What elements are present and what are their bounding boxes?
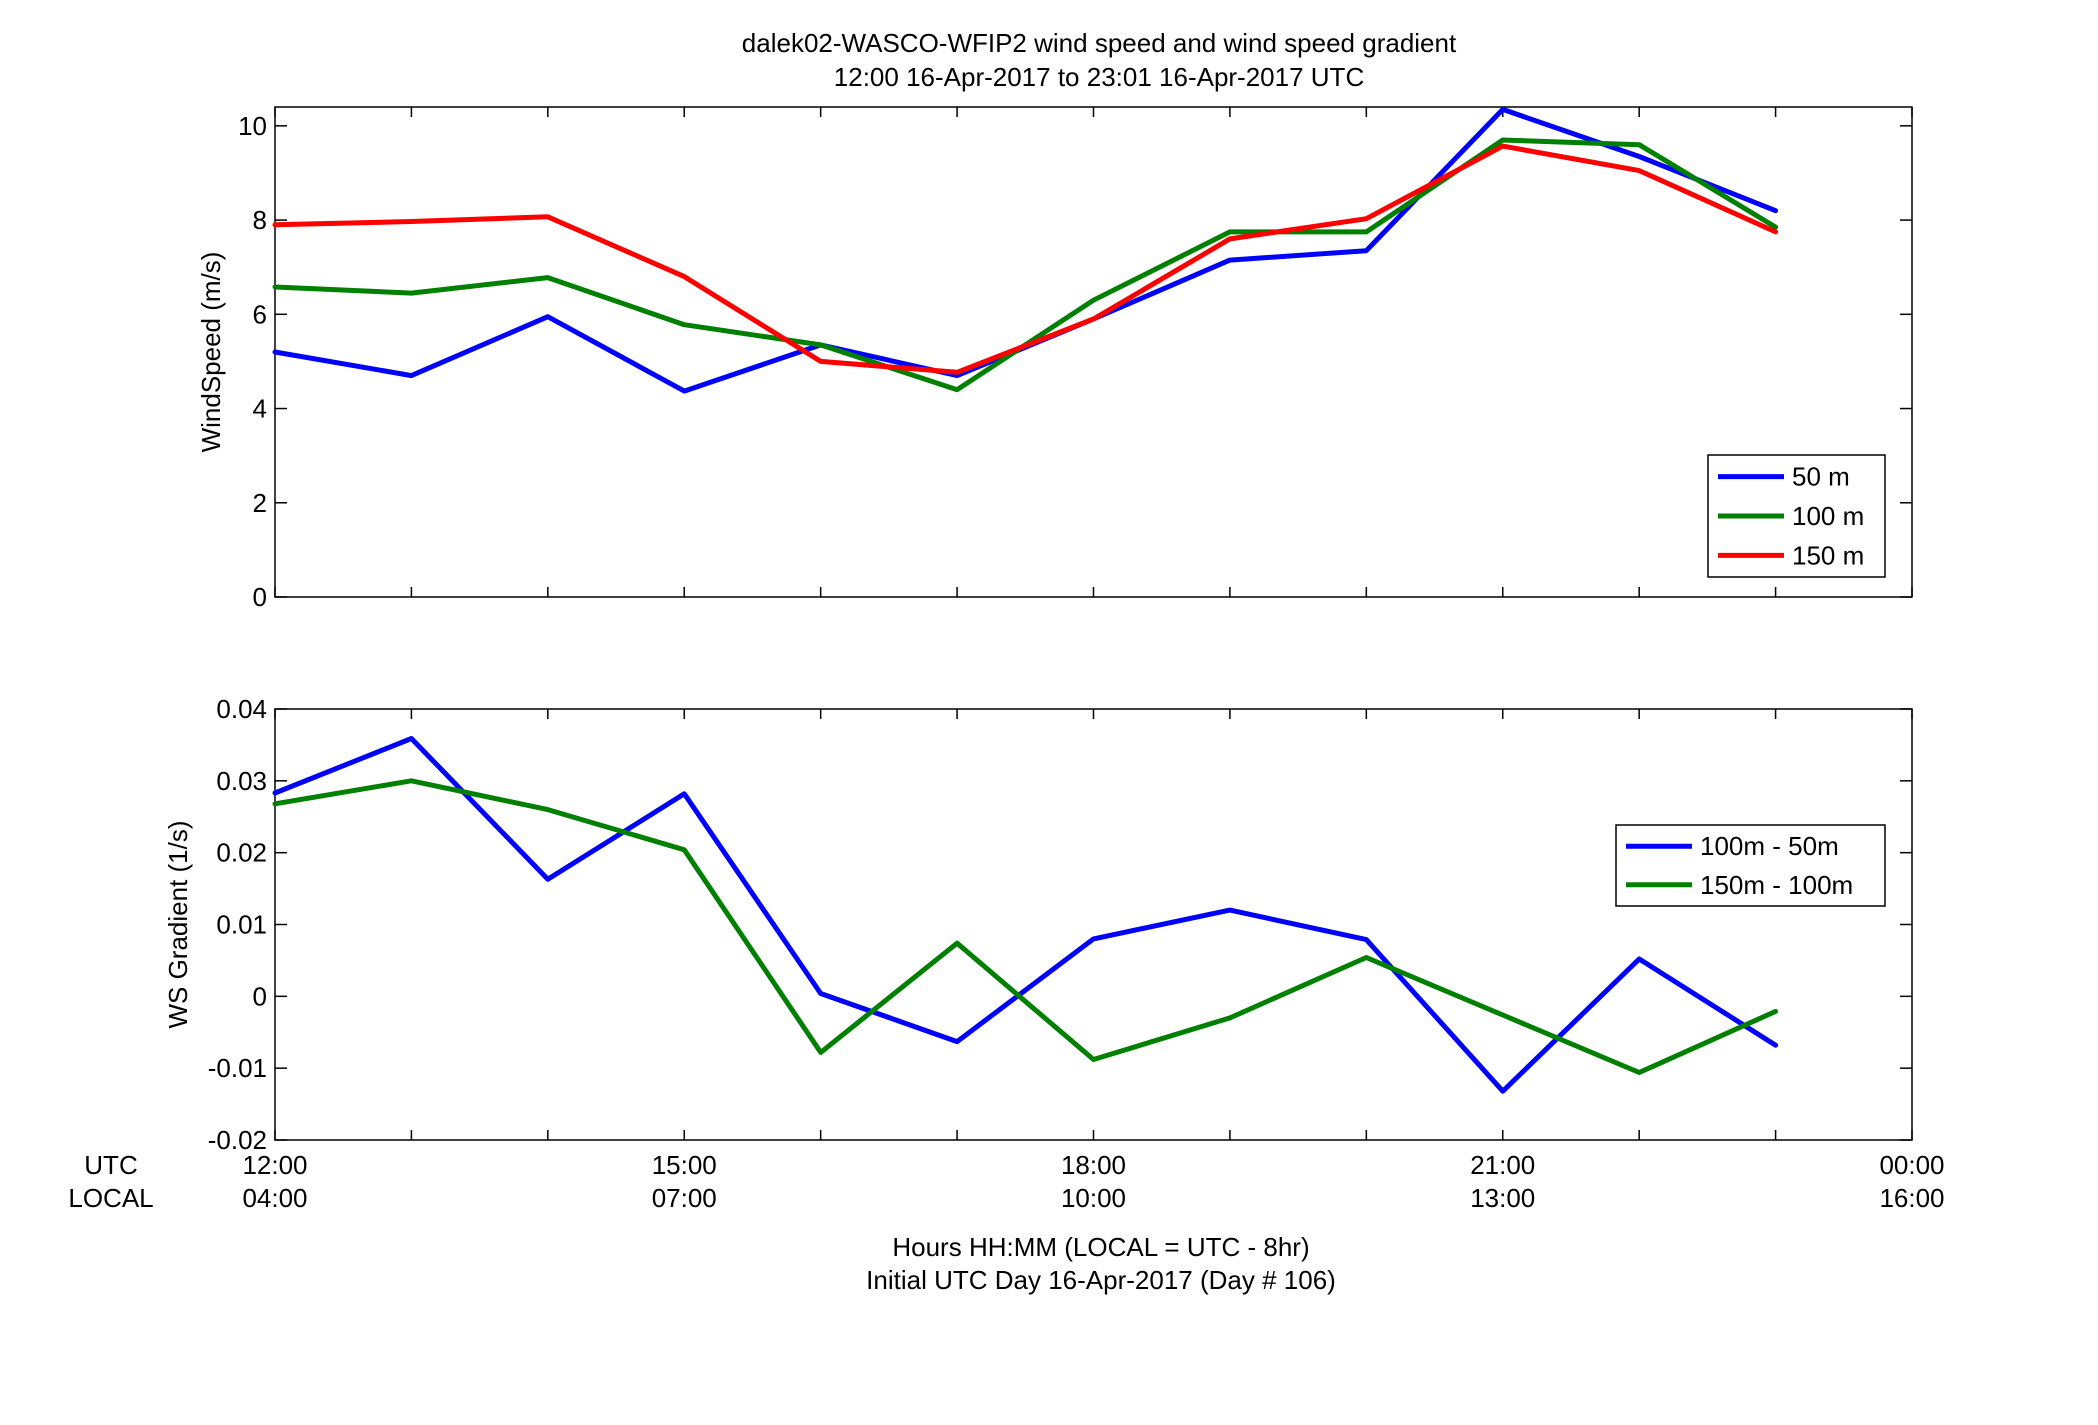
x-tick-label-local: 04:00	[242, 1183, 307, 1213]
y-axis-label: WindSpeed (m/s)	[196, 252, 226, 453]
series-line	[272, 736, 1779, 1094]
x-tick-label-utc: 12:00	[242, 1150, 307, 1180]
legend-entry: 100 m	[1792, 501, 1864, 531]
y-tick-label: 10	[238, 111, 267, 141]
legend-entry: 150m - 100m	[1700, 870, 1853, 900]
x-tick-label-local: 13:00	[1470, 1183, 1535, 1213]
y-tick-label: 0	[253, 981, 267, 1011]
series-line	[272, 778, 1779, 1075]
y-axis-label: WS Gradient (1/s)	[163, 820, 193, 1028]
y-tick-label: 0.01	[216, 910, 267, 940]
x-tick-label-local: 10:00	[1061, 1183, 1126, 1213]
y-tick-label: -0.02	[208, 1125, 267, 1155]
x-tick-label-utc: 21:00	[1470, 1150, 1535, 1180]
x-tick-label-utc: 00:00	[1879, 1150, 1944, 1180]
y-tick-label: 0.03	[216, 766, 267, 796]
plot-axes-box	[274, 708, 1913, 1141]
series-line	[272, 143, 1779, 375]
y-tick-label: 0.04	[216, 694, 267, 724]
x-tick-label-utc: 15:00	[652, 1150, 717, 1180]
row-label-utc: UTC	[84, 1150, 137, 1180]
y-tick-label: 0	[253, 582, 267, 612]
figure-title-line1: dalek02-WASCO-WFIP2 wind speed and wind …	[742, 28, 1457, 58]
y-tick-label: 8	[253, 205, 267, 235]
figure-title-line2: 12:00 16-Apr-2017 to 23:01 16-Apr-2017 U…	[834, 62, 1364, 92]
y-tick-label: 0.02	[216, 838, 267, 868]
legend: 50 m 100 m 150 m	[1707, 454, 1886, 578]
x-tick-label-local: 16:00	[1879, 1183, 1944, 1213]
y-tick-label: -0.01	[208, 1053, 267, 1083]
y-tick-label: 6	[253, 299, 267, 329]
x-tick-label-utc: 18:00	[1061, 1150, 1126, 1180]
plot-axes-box	[274, 106, 1913, 598]
y-tick-label: 4	[253, 394, 267, 424]
legend-entry: 150 m	[1792, 540, 1864, 570]
y-tick-label: 2	[253, 488, 267, 518]
legend-entry: 100m - 50m	[1700, 831, 1839, 861]
gradient-plot: -0.02 -0.01 0 0.01 0.02 0.03 0.04 WS Gradient (…	[163, 694, 1913, 1155]
windspeed-plot: 0 2 4 6 8 10 WindSpeed (m/s) 50 m 100 m 150 m	[196, 106, 1913, 612]
x-axis-label-line2: Initial UTC Day 16-Apr-2017 (Day # 106)	[866, 1265, 1336, 1295]
x-tick-label-local: 07:00	[652, 1183, 717, 1213]
legend-entry: 50 m	[1792, 462, 1850, 492]
legend: 100m - 50m 150m - 100m	[1615, 824, 1886, 907]
row-label-local: LOCAL	[68, 1183, 153, 1213]
legend-box	[1615, 824, 1886, 907]
x-axis-label-line1: Hours HH:MM (LOCAL = UTC - 8hr)	[892, 1232, 1309, 1262]
